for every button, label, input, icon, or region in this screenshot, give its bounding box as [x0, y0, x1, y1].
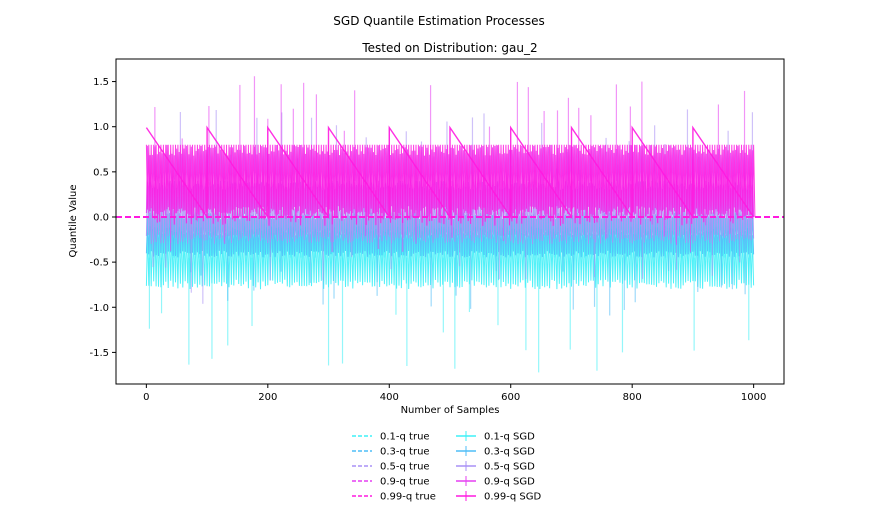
x-tick-label: 600 [501, 392, 520, 403]
x-tick-label: 0 [143, 392, 149, 403]
legend-entry: 0.5-q SGD [456, 461, 535, 473]
x-axis-label: Number of Samples [401, 405, 500, 416]
legend-label: 0.3-q true [380, 447, 430, 458]
legend-label: 0.1-q true [380, 432, 430, 443]
legend-entry: 0.99-q SGD [456, 491, 541, 503]
legend-entry: 0.99-q true [352, 492, 436, 503]
y-tick-label: 1.5 [93, 77, 109, 88]
x-tick-label: 1000 [741, 392, 766, 403]
y-tick-label: 0.5 [93, 167, 109, 178]
legend-entry: 0.3-q SGD [456, 446, 535, 458]
x-tick-label: 200 [258, 392, 277, 403]
y-tick-label: 0.0 [93, 212, 109, 223]
legend-entry: 0.1-q SGD [456, 431, 535, 443]
legend-label: 0.99-q SGD [484, 492, 541, 503]
y-axis-label: Quantile Value [68, 185, 79, 258]
x-tick-label: 800 [623, 392, 642, 403]
plot-frame [115, 58, 785, 385]
legend-entry: 0.5-q true [352, 462, 430, 473]
legend-label: 0.5-q SGD [484, 462, 535, 473]
y-tick-label: -1.0 [89, 303, 109, 314]
legend-entry: 0.1-q true [352, 432, 430, 443]
y-tick-label: -0.5 [89, 258, 109, 269]
series-line [145, 125, 755, 220]
axes: 0 200 400 600 800 1000 -1.5 -1.0 -0.5 0.0 0.5 1.0 1.… [89, 77, 766, 403]
y-tick-label: 1.0 [93, 122, 109, 133]
legend-label: 0.9-q true [380, 477, 430, 488]
legend-entry: 0.9-q SGD [456, 476, 535, 488]
plot-area [116, 76, 784, 373]
legend-label: 0.9-q SGD [484, 477, 535, 488]
series-0-99-q-sgd [145, 125, 756, 226]
legend-entry: 0.9-q true [352, 477, 430, 488]
legend: 0.1-q true 0.3-q true 0.5-q true 0.9-q true… [352, 431, 541, 503]
legend-entry: 0.3-q true [352, 447, 430, 458]
y-tick-label: -1.5 [89, 348, 109, 359]
chart-title: Tested on Distribution: gau_2 [361, 41, 537, 55]
series-line [145, 225, 755, 290]
chart-suptitle: SGD Quantile Estimation Processes [333, 14, 544, 28]
x-tick-label: 400 [380, 392, 399, 403]
legend-label: 0.1-q SGD [484, 432, 535, 443]
legend-label: 0.3-q SGD [484, 447, 535, 458]
series-line [145, 212, 755, 258]
legend-label: 0.99-q true [380, 492, 436, 503]
legend-label: 0.5-q true [380, 462, 430, 473]
